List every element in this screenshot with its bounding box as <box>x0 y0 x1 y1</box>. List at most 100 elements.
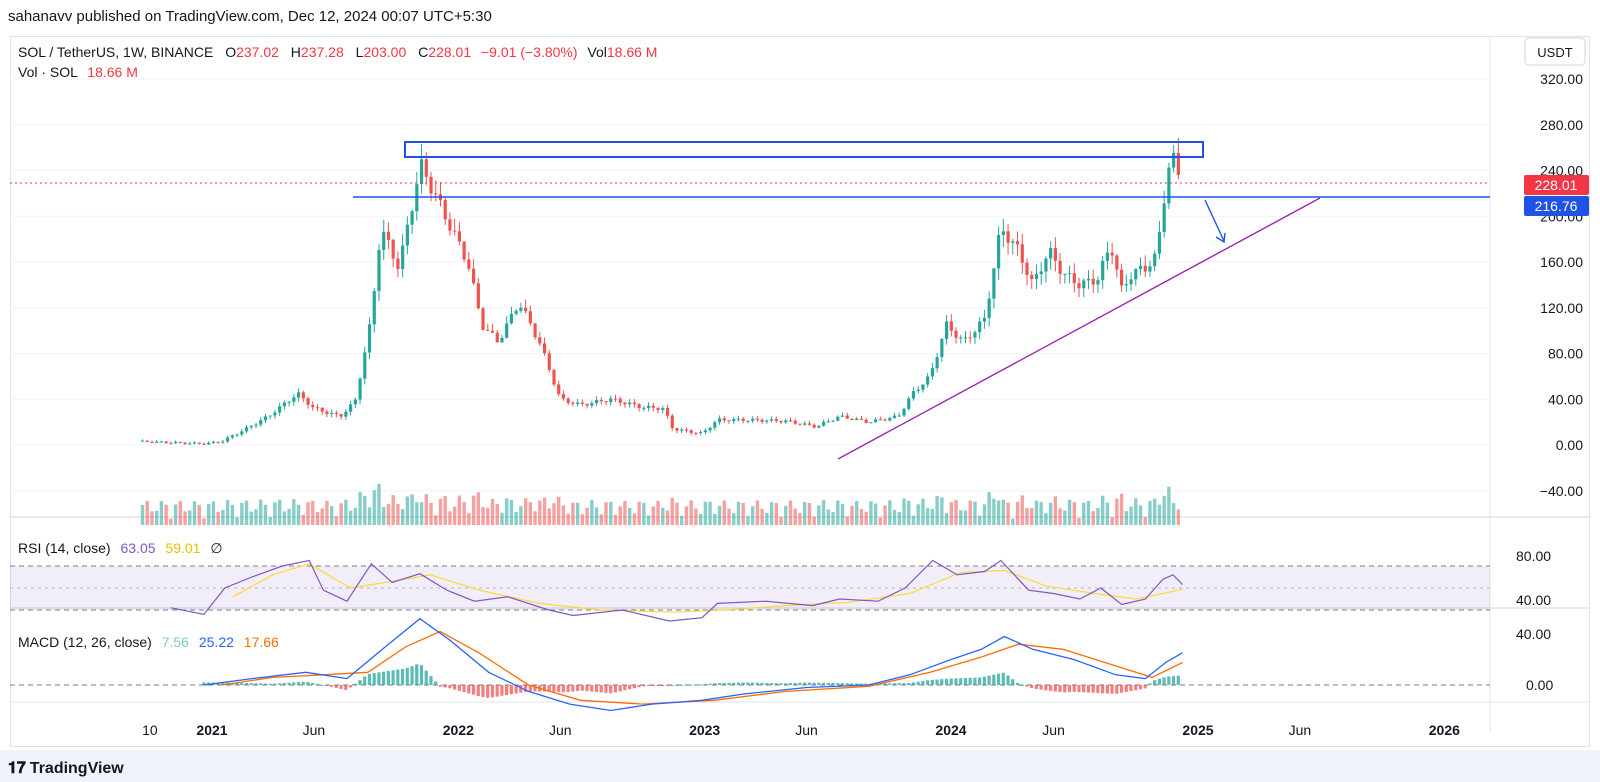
macd-histogram-bar <box>746 682 750 685</box>
volume-bar <box>798 513 802 525</box>
macd-histogram-bar <box>628 685 632 690</box>
volume-bar <box>225 500 230 525</box>
time-axis-label: 2024 <box>935 722 966 738</box>
candle-body <box>1077 283 1081 289</box>
volume-bar <box>859 509 864 525</box>
volume-bar <box>769 502 774 525</box>
macd-histogram-bar <box>263 683 267 685</box>
volume-bar <box>1124 511 1129 525</box>
volume-bar <box>590 499 594 525</box>
volume-bar <box>637 501 641 525</box>
macd-histogram-bar <box>897 683 901 685</box>
price-axis-label: 160.00 <box>1540 254 1583 270</box>
rsi-legend[interactable]: RSI (14, close) 63.05 59.01 ∅ <box>18 540 223 556</box>
candle-body <box>817 425 821 428</box>
candle-body <box>1105 252 1110 261</box>
volume-legend[interactable]: Vol · SOL 18.66 M <box>18 64 138 80</box>
volume-bar <box>504 498 509 525</box>
macd-histogram-bar <box>1053 685 1057 692</box>
candle-body <box>500 337 504 343</box>
macd-histogram-bar <box>599 685 603 693</box>
macd-histogram-bar <box>410 666 414 685</box>
candle-body <box>443 199 447 220</box>
macd-histogram-bar <box>509 685 513 695</box>
macd-histogram-bar <box>1001 672 1005 685</box>
volume-bar <box>585 507 589 525</box>
resistance-zone-rect[interactable] <box>404 141 1204 158</box>
macd-axis-40: 40.00 <box>1516 626 1551 642</box>
candle-body <box>722 418 726 421</box>
macd-histogram-bar <box>665 685 670 686</box>
time-axis-label: Jun <box>795 722 818 738</box>
currency-button[interactable]: USDT <box>1524 37 1586 66</box>
rsi-axis-40: 40.00 <box>1516 592 1551 608</box>
price-axis[interactable]: 320.00280.00240.00200.00160.00120.0080.0… <box>1540 71 1583 499</box>
macd-histogram-bar <box>741 682 745 685</box>
candle-body <box>353 399 357 405</box>
candle-body <box>1049 248 1053 259</box>
volume-bar <box>301 514 306 525</box>
macd-histogram-bar <box>486 685 490 698</box>
macd-histogram-bar <box>1119 685 1124 693</box>
volume-bar <box>840 503 845 525</box>
volume-bar <box>907 500 911 525</box>
candle-body <box>552 369 556 385</box>
volume-bar <box>944 512 949 525</box>
candle-body <box>1006 231 1010 243</box>
volume-bar <box>1072 502 1076 525</box>
volume-bar <box>977 515 982 525</box>
volume-bar <box>982 504 987 525</box>
volume-bar <box>457 495 462 525</box>
volume-bar <box>1048 502 1053 525</box>
ascending-trendline[interactable] <box>837 197 1321 460</box>
volume-bar <box>1020 495 1024 525</box>
volume-bar <box>883 505 887 525</box>
volume-bar <box>646 515 651 525</box>
macd-histogram-bar <box>1148 683 1152 685</box>
price-axis-label: 320.00 <box>1540 71 1583 87</box>
volume-bar <box>656 500 660 525</box>
symbol-legend[interactable]: SOL / TetherUS, 1W, BINANCE O237.02 H237… <box>18 44 657 60</box>
volume-bar <box>287 509 291 525</box>
candle-body <box>306 398 310 405</box>
macd-histogram-bar <box>765 682 769 685</box>
candle-body <box>486 329 490 331</box>
candle-body <box>793 420 797 424</box>
volume-bar <box>788 500 793 525</box>
candle-body <box>301 392 305 399</box>
volume-bar <box>1067 499 1072 525</box>
volume-bar <box>429 502 433 525</box>
macd-histogram-bar <box>268 683 272 685</box>
volume-bar <box>410 494 414 525</box>
volume-bar <box>1171 503 1176 525</box>
macd-histogram-bar <box>306 682 310 685</box>
price-axis-label: 0.00 <box>1556 437 1583 453</box>
macd-legend[interactable]: MACD (12, 26, close) 7.56 25.22 17.66 <box>18 634 279 650</box>
macd-histogram-bar <box>670 685 674 686</box>
volume-bar <box>1138 505 1143 525</box>
volume-bar <box>490 498 495 525</box>
volume-bar <box>722 500 726 525</box>
volume-bar <box>836 500 840 525</box>
volume-bar <box>486 507 490 525</box>
macd-histogram-bar <box>415 664 419 685</box>
macd-histogram-bar <box>774 683 778 685</box>
volume-bar <box>552 503 556 525</box>
candle-body <box>944 321 949 340</box>
volume-bar <box>1119 493 1124 525</box>
macd-histogram-bar <box>892 683 897 685</box>
candle-body <box>590 403 594 406</box>
time-axis-label: Jun <box>1042 722 1065 738</box>
volume-bar <box>386 504 391 525</box>
candle-body <box>1167 167 1171 204</box>
tradingview-logo[interactable]: 𝟏𝟕 TradingView <box>8 758 124 777</box>
volume-bar <box>1153 498 1157 525</box>
candle-body <box>623 402 627 405</box>
macd-histogram-bar <box>661 685 665 686</box>
price-axis-label: 80.00 <box>1548 346 1583 362</box>
projection-arrow[interactable] <box>1204 199 1225 242</box>
time-axis[interactable]: 10 2021 Jun 2022 Jun 2023 Jun 2024 Jun 2025 Jun 202… <box>142 722 1460 738</box>
candle-body <box>1176 153 1180 175</box>
price-axis-label: 40.00 <box>1548 391 1583 407</box>
